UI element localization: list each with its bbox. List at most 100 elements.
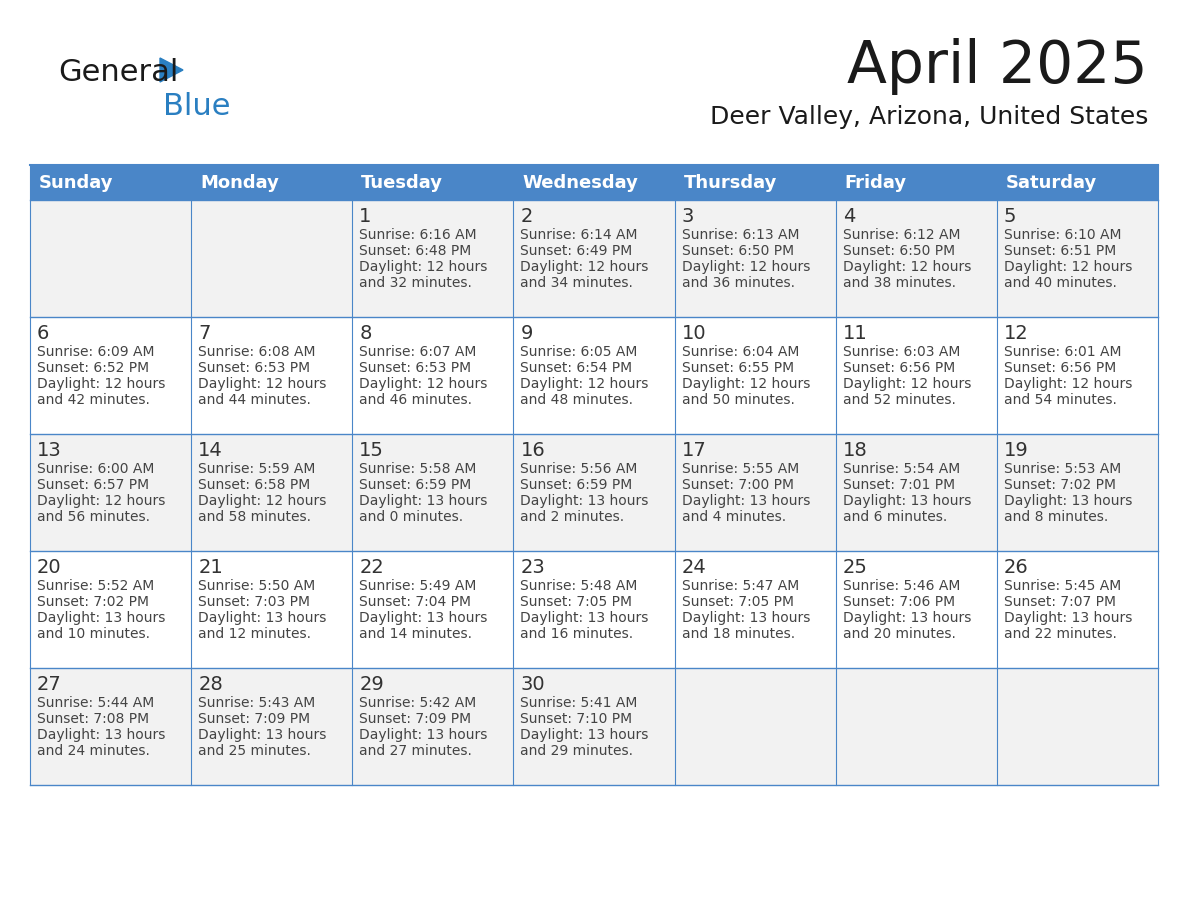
Text: and 10 minutes.: and 10 minutes. xyxy=(37,627,150,641)
Text: Friday: Friday xyxy=(845,174,906,192)
Bar xyxy=(997,668,1158,785)
Text: and 46 minutes.: and 46 minutes. xyxy=(359,393,473,407)
Text: 6: 6 xyxy=(37,324,50,343)
Text: Sunset: 7:02 PM: Sunset: 7:02 PM xyxy=(1004,478,1116,492)
Bar xyxy=(835,668,997,785)
Text: Daylight: 12 hours: Daylight: 12 hours xyxy=(1004,377,1132,391)
Bar xyxy=(675,165,835,200)
Bar xyxy=(30,317,191,434)
Text: 8: 8 xyxy=(359,324,372,343)
Text: 7: 7 xyxy=(198,324,210,343)
Text: April 2025: April 2025 xyxy=(847,38,1148,95)
Text: Sunset: 7:04 PM: Sunset: 7:04 PM xyxy=(359,595,472,609)
Text: 28: 28 xyxy=(198,675,223,694)
Text: Wednesday: Wednesday xyxy=(523,174,638,192)
Text: and 22 minutes.: and 22 minutes. xyxy=(1004,627,1117,641)
Text: Daylight: 12 hours: Daylight: 12 hours xyxy=(842,377,971,391)
Bar xyxy=(997,434,1158,551)
Bar xyxy=(30,551,191,668)
Text: 25: 25 xyxy=(842,558,867,577)
Text: Sunset: 6:50 PM: Sunset: 6:50 PM xyxy=(842,244,955,258)
Text: and 36 minutes.: and 36 minutes. xyxy=(682,276,795,290)
Text: Sunset: 6:53 PM: Sunset: 6:53 PM xyxy=(198,361,310,375)
Text: Sunset: 6:55 PM: Sunset: 6:55 PM xyxy=(682,361,794,375)
Text: 19: 19 xyxy=(1004,441,1029,460)
Bar xyxy=(30,668,191,785)
Text: Sunrise: 5:50 AM: Sunrise: 5:50 AM xyxy=(198,579,315,593)
Text: and 54 minutes.: and 54 minutes. xyxy=(1004,393,1117,407)
Text: Sunset: 7:01 PM: Sunset: 7:01 PM xyxy=(842,478,955,492)
Text: Sunrise: 5:42 AM: Sunrise: 5:42 AM xyxy=(359,696,476,710)
Text: Daylight: 13 hours: Daylight: 13 hours xyxy=(359,728,487,742)
Text: 15: 15 xyxy=(359,441,384,460)
Text: 9: 9 xyxy=(520,324,532,343)
Text: Daylight: 12 hours: Daylight: 12 hours xyxy=(520,260,649,274)
Text: Daylight: 13 hours: Daylight: 13 hours xyxy=(1004,494,1132,508)
Text: 17: 17 xyxy=(682,441,707,460)
Text: 12: 12 xyxy=(1004,324,1029,343)
Text: Daylight: 12 hours: Daylight: 12 hours xyxy=(682,377,810,391)
Bar xyxy=(835,165,997,200)
Text: Daylight: 13 hours: Daylight: 13 hours xyxy=(520,611,649,625)
Text: Daylight: 12 hours: Daylight: 12 hours xyxy=(37,377,165,391)
Text: Tuesday: Tuesday xyxy=(361,174,443,192)
Bar xyxy=(353,165,513,200)
Text: Sunset: 6:57 PM: Sunset: 6:57 PM xyxy=(37,478,150,492)
Text: Daylight: 13 hours: Daylight: 13 hours xyxy=(682,494,810,508)
Bar xyxy=(191,165,353,200)
Text: and 32 minutes.: and 32 minutes. xyxy=(359,276,472,290)
Text: and 58 minutes.: and 58 minutes. xyxy=(198,510,311,524)
Text: 5: 5 xyxy=(1004,207,1017,226)
Text: Monday: Monday xyxy=(200,174,279,192)
Text: Sunset: 7:09 PM: Sunset: 7:09 PM xyxy=(359,712,472,726)
Text: Sunrise: 5:54 AM: Sunrise: 5:54 AM xyxy=(842,462,960,476)
Text: 27: 27 xyxy=(37,675,62,694)
Bar xyxy=(675,551,835,668)
Text: Daylight: 13 hours: Daylight: 13 hours xyxy=(359,611,487,625)
Text: Saturday: Saturday xyxy=(1006,174,1097,192)
Text: Sunrise: 6:05 AM: Sunrise: 6:05 AM xyxy=(520,345,638,359)
Bar xyxy=(675,200,835,317)
Text: Daylight: 13 hours: Daylight: 13 hours xyxy=(1004,611,1132,625)
Text: Daylight: 12 hours: Daylight: 12 hours xyxy=(359,260,487,274)
Text: Sunset: 7:09 PM: Sunset: 7:09 PM xyxy=(198,712,310,726)
Text: and 42 minutes.: and 42 minutes. xyxy=(37,393,150,407)
Text: 23: 23 xyxy=(520,558,545,577)
Bar xyxy=(353,317,513,434)
Text: Sunset: 6:48 PM: Sunset: 6:48 PM xyxy=(359,244,472,258)
Text: Daylight: 13 hours: Daylight: 13 hours xyxy=(37,611,165,625)
Text: Sunrise: 6:01 AM: Sunrise: 6:01 AM xyxy=(1004,345,1121,359)
Text: Sunset: 7:08 PM: Sunset: 7:08 PM xyxy=(37,712,150,726)
Text: Sunrise: 5:43 AM: Sunrise: 5:43 AM xyxy=(198,696,315,710)
Text: Sunrise: 6:14 AM: Sunrise: 6:14 AM xyxy=(520,228,638,242)
Text: and 25 minutes.: and 25 minutes. xyxy=(198,744,311,758)
Text: 29: 29 xyxy=(359,675,384,694)
Text: Sunset: 6:50 PM: Sunset: 6:50 PM xyxy=(682,244,794,258)
Text: Sunset: 6:56 PM: Sunset: 6:56 PM xyxy=(842,361,955,375)
Bar xyxy=(30,200,191,317)
Text: Daylight: 12 hours: Daylight: 12 hours xyxy=(520,377,649,391)
Text: Sunrise: 6:03 AM: Sunrise: 6:03 AM xyxy=(842,345,960,359)
Text: Sunset: 7:05 PM: Sunset: 7:05 PM xyxy=(520,595,632,609)
Text: Sunrise: 6:16 AM: Sunrise: 6:16 AM xyxy=(359,228,476,242)
Text: Sunset: 7:02 PM: Sunset: 7:02 PM xyxy=(37,595,148,609)
Text: 2: 2 xyxy=(520,207,532,226)
Text: Sunrise: 6:10 AM: Sunrise: 6:10 AM xyxy=(1004,228,1121,242)
Text: Sunrise: 6:07 AM: Sunrise: 6:07 AM xyxy=(359,345,476,359)
Text: and 18 minutes.: and 18 minutes. xyxy=(682,627,795,641)
Text: and 44 minutes.: and 44 minutes. xyxy=(198,393,311,407)
Text: 10: 10 xyxy=(682,324,706,343)
Text: and 20 minutes.: and 20 minutes. xyxy=(842,627,955,641)
Bar xyxy=(997,200,1158,317)
Bar xyxy=(675,434,835,551)
Text: 24: 24 xyxy=(682,558,707,577)
Text: Sunset: 7:10 PM: Sunset: 7:10 PM xyxy=(520,712,632,726)
Text: Sunrise: 5:53 AM: Sunrise: 5:53 AM xyxy=(1004,462,1121,476)
Text: and 56 minutes.: and 56 minutes. xyxy=(37,510,150,524)
Text: 22: 22 xyxy=(359,558,384,577)
Text: Daylight: 12 hours: Daylight: 12 hours xyxy=(198,494,327,508)
Text: Sunset: 7:05 PM: Sunset: 7:05 PM xyxy=(682,595,794,609)
Bar xyxy=(675,317,835,434)
Bar xyxy=(997,317,1158,434)
Bar xyxy=(835,434,997,551)
